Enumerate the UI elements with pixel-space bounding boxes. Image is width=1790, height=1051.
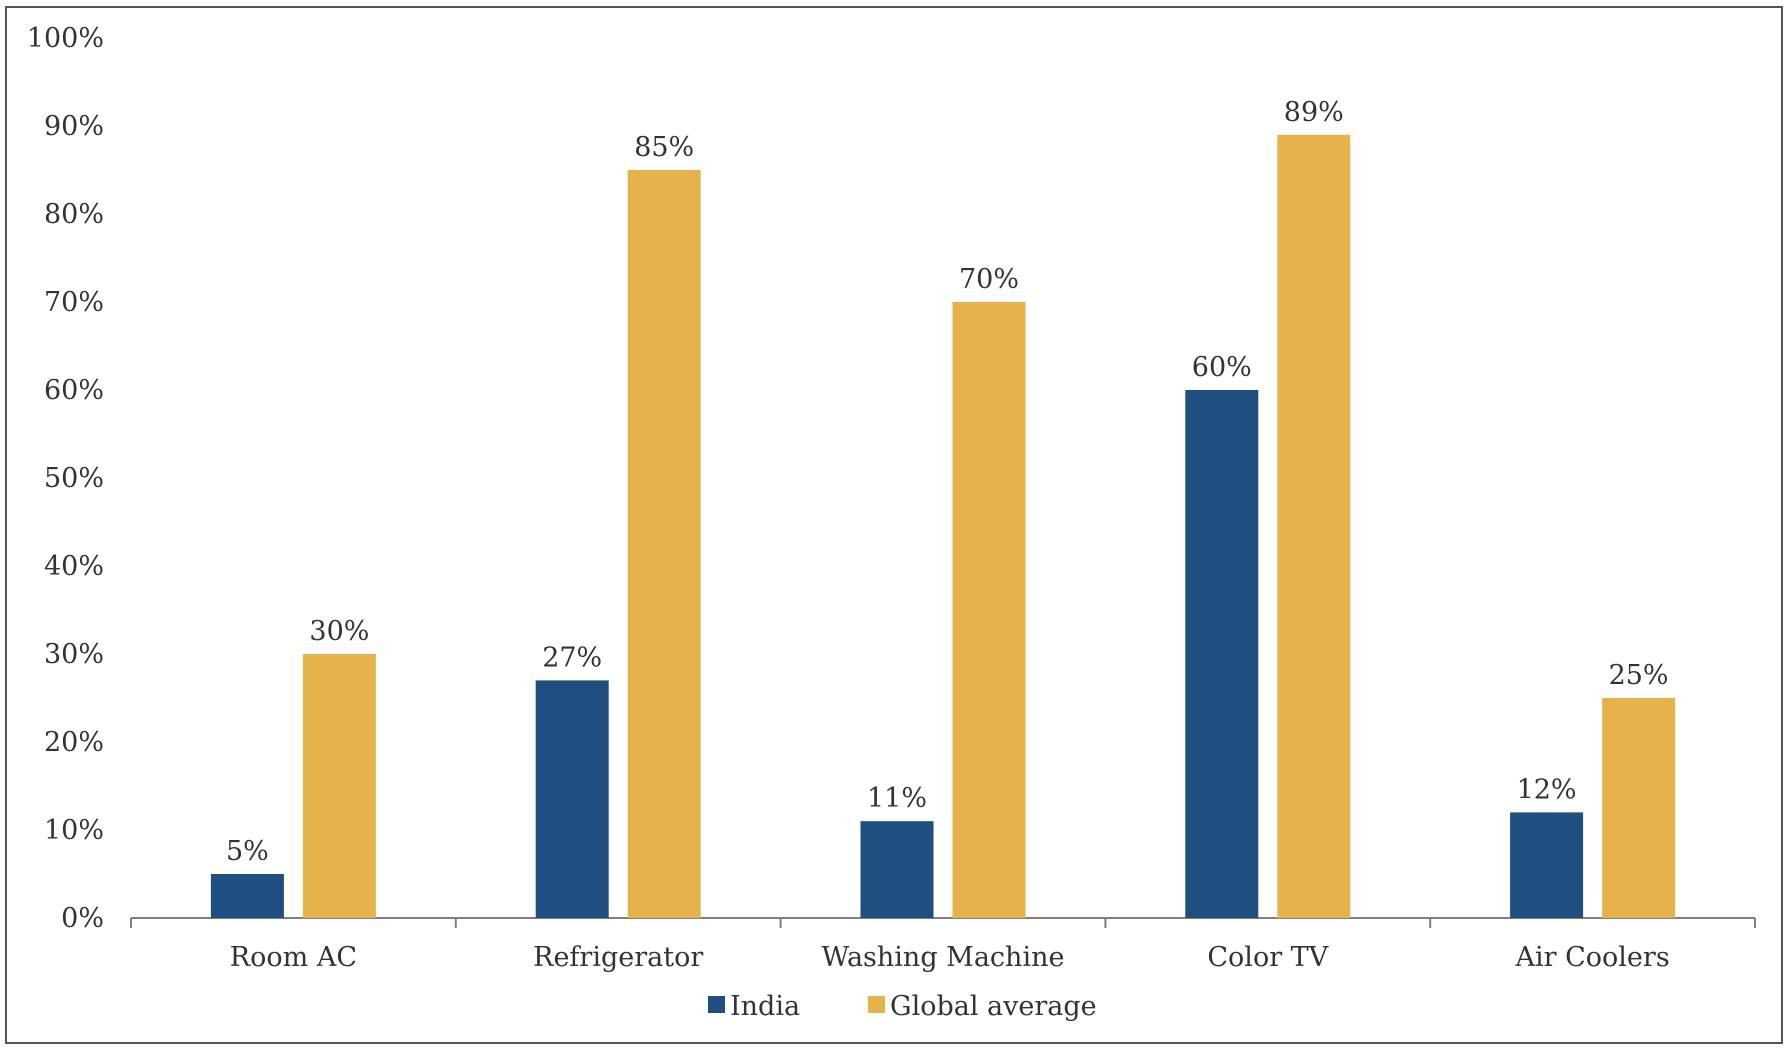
bar-india [860,821,934,918]
data-label: 5% [226,836,269,867]
bar-global-average [1602,698,1676,918]
data-label: 70% [959,264,1019,295]
category-label: Washing Machine [822,942,1065,973]
y-tick-label: 70% [44,287,104,318]
bars [210,134,1676,919]
data-label: 27% [542,642,602,673]
y-tick-label: 100% [27,23,104,54]
data-label: 60% [1192,352,1252,383]
y-tick-label: 0% [61,903,104,934]
data-labels: 5% 30% 27% 85% 11% 70% 60% 89% 12% 25% [226,97,1669,867]
bar-india [1185,390,1259,918]
legend-swatch [868,996,885,1013]
y-tick-label: 60% [44,375,104,406]
bar-global-average [302,654,376,918]
data-label: 89% [1284,97,1344,128]
data-label: 12% [1517,774,1577,805]
y-tick-label: 40% [44,551,104,582]
data-label: 85% [634,132,694,163]
legend-label: Global average [890,991,1097,1022]
bar-india [210,874,284,918]
bar-global-average [1277,134,1351,919]
legend-label: India [730,991,800,1022]
bar-global-average [952,302,1026,918]
data-label: 25% [1609,660,1669,691]
category-label: Air Coolers [1515,942,1670,973]
y-axis-ticks: 0% 10% 20% 30% 40% 50% 60% 70% 80% 90% 100% [27,23,104,934]
bar-india [1510,812,1584,918]
legend: India Global average [708,991,1097,1022]
y-tick-label: 20% [44,727,104,758]
category-labels: Room AC Refrigerator Washing Machine Color … [230,942,1670,973]
data-label: 11% [867,783,927,814]
y-tick-label: 50% [44,463,104,494]
y-tick-label: 30% [44,639,104,670]
y-tick-label: 10% [44,815,104,846]
bar-india [535,680,609,918]
bar-global-average [627,170,701,918]
x-axis [130,917,1756,928]
category-label: Room AC [230,942,357,973]
data-label: 30% [309,616,369,647]
y-tick-label: 80% [44,199,104,230]
y-tick-label: 90% [44,111,104,142]
category-label: Color TV [1207,942,1328,973]
legend-swatch [708,996,725,1013]
category-label: Refrigerator [533,942,703,973]
